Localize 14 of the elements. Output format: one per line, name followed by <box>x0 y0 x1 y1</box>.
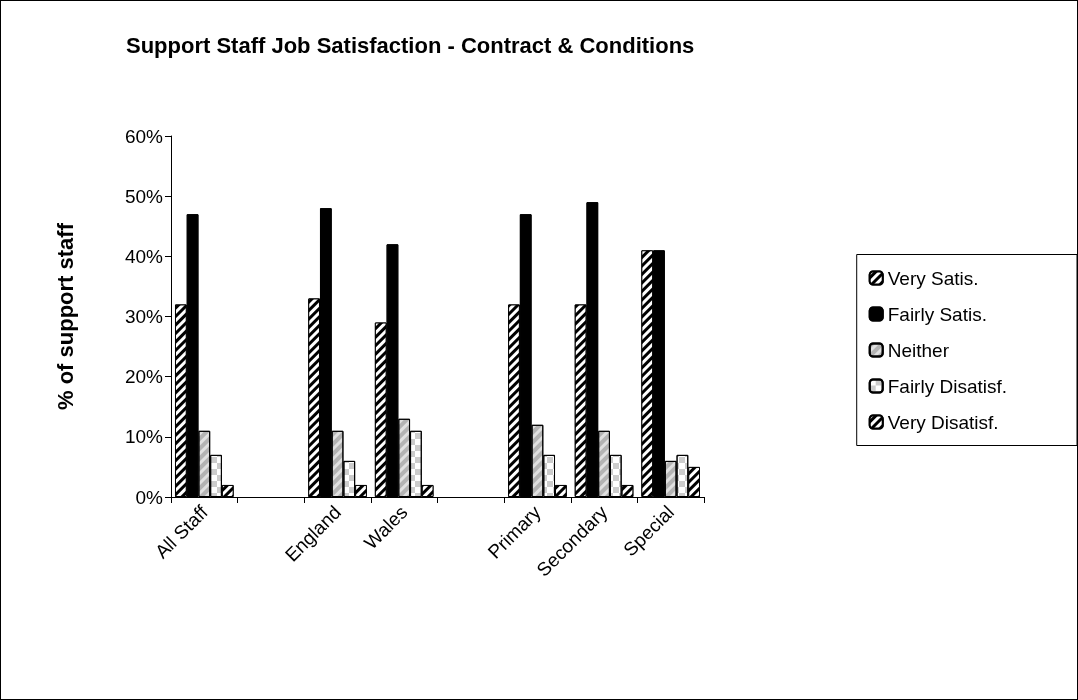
y-axis-title: % of support staff <box>52 222 78 410</box>
y-tick-label: 20% <box>124 366 164 388</box>
legend-label: Fairly Satis. <box>887 303 987 325</box>
y-tick-label: 10% <box>124 426 164 448</box>
y-tick-label: 60% <box>124 125 164 147</box>
legend-label: Very Satis. <box>887 267 979 289</box>
y-tick-label: 30% <box>124 306 164 327</box>
legend-label: Fairly Disatisf. <box>887 375 1008 397</box>
y-tick-label: 50% <box>124 185 164 207</box>
chart-title: Support Staff Job Satisfaction - Contract & Conditions <box>126 32 695 58</box>
legend-label: Very Disatisf. <box>887 411 999 433</box>
y-tick-label: 0% <box>135 486 164 508</box>
legend-label: Neither <box>887 339 950 361</box>
y-tick-label: 40% <box>124 245 164 267</box>
